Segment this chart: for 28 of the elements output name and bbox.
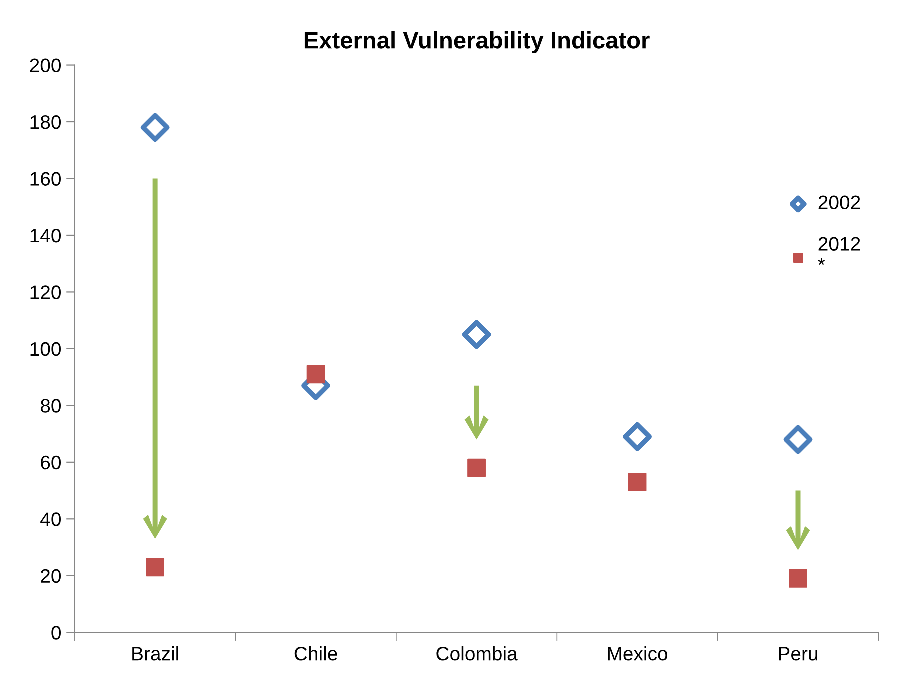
point [140,113,170,142]
point [623,422,652,452]
y-tick-label: 160 [30,172,61,186]
point [146,558,165,577]
point [306,365,326,384]
x-tick-label: Peru [779,647,818,661]
x-tick-label: Mexico [608,646,668,661]
y-tick-label: 80 [40,399,61,413]
legend-label: 2012 * [818,237,860,266]
point [628,473,647,492]
chart-title: External Vulnerability Indicator [304,32,650,54]
x-tick-label: Colombia [436,646,518,661]
y-tick-label: 100 [30,342,61,356]
y-tick-label: 60 [41,456,61,470]
y-tick-label: 120 [30,286,61,300]
y-tick-label: 140 [30,228,61,243]
y-tick-label: 180 [30,115,61,130]
point [462,320,492,350]
point [784,425,813,454]
x-tick-label: Chile [294,646,338,661]
y-tick-label: 20 [41,569,61,584]
y-tick-label: 40 [40,512,61,526]
x-tick-label: Brazil [132,646,178,661]
legend-label: 2002 [818,196,860,210]
point [468,458,486,478]
y-tick-label: 0 [52,626,61,640]
point [789,570,808,588]
y-tick-label: 200 [30,58,61,73]
